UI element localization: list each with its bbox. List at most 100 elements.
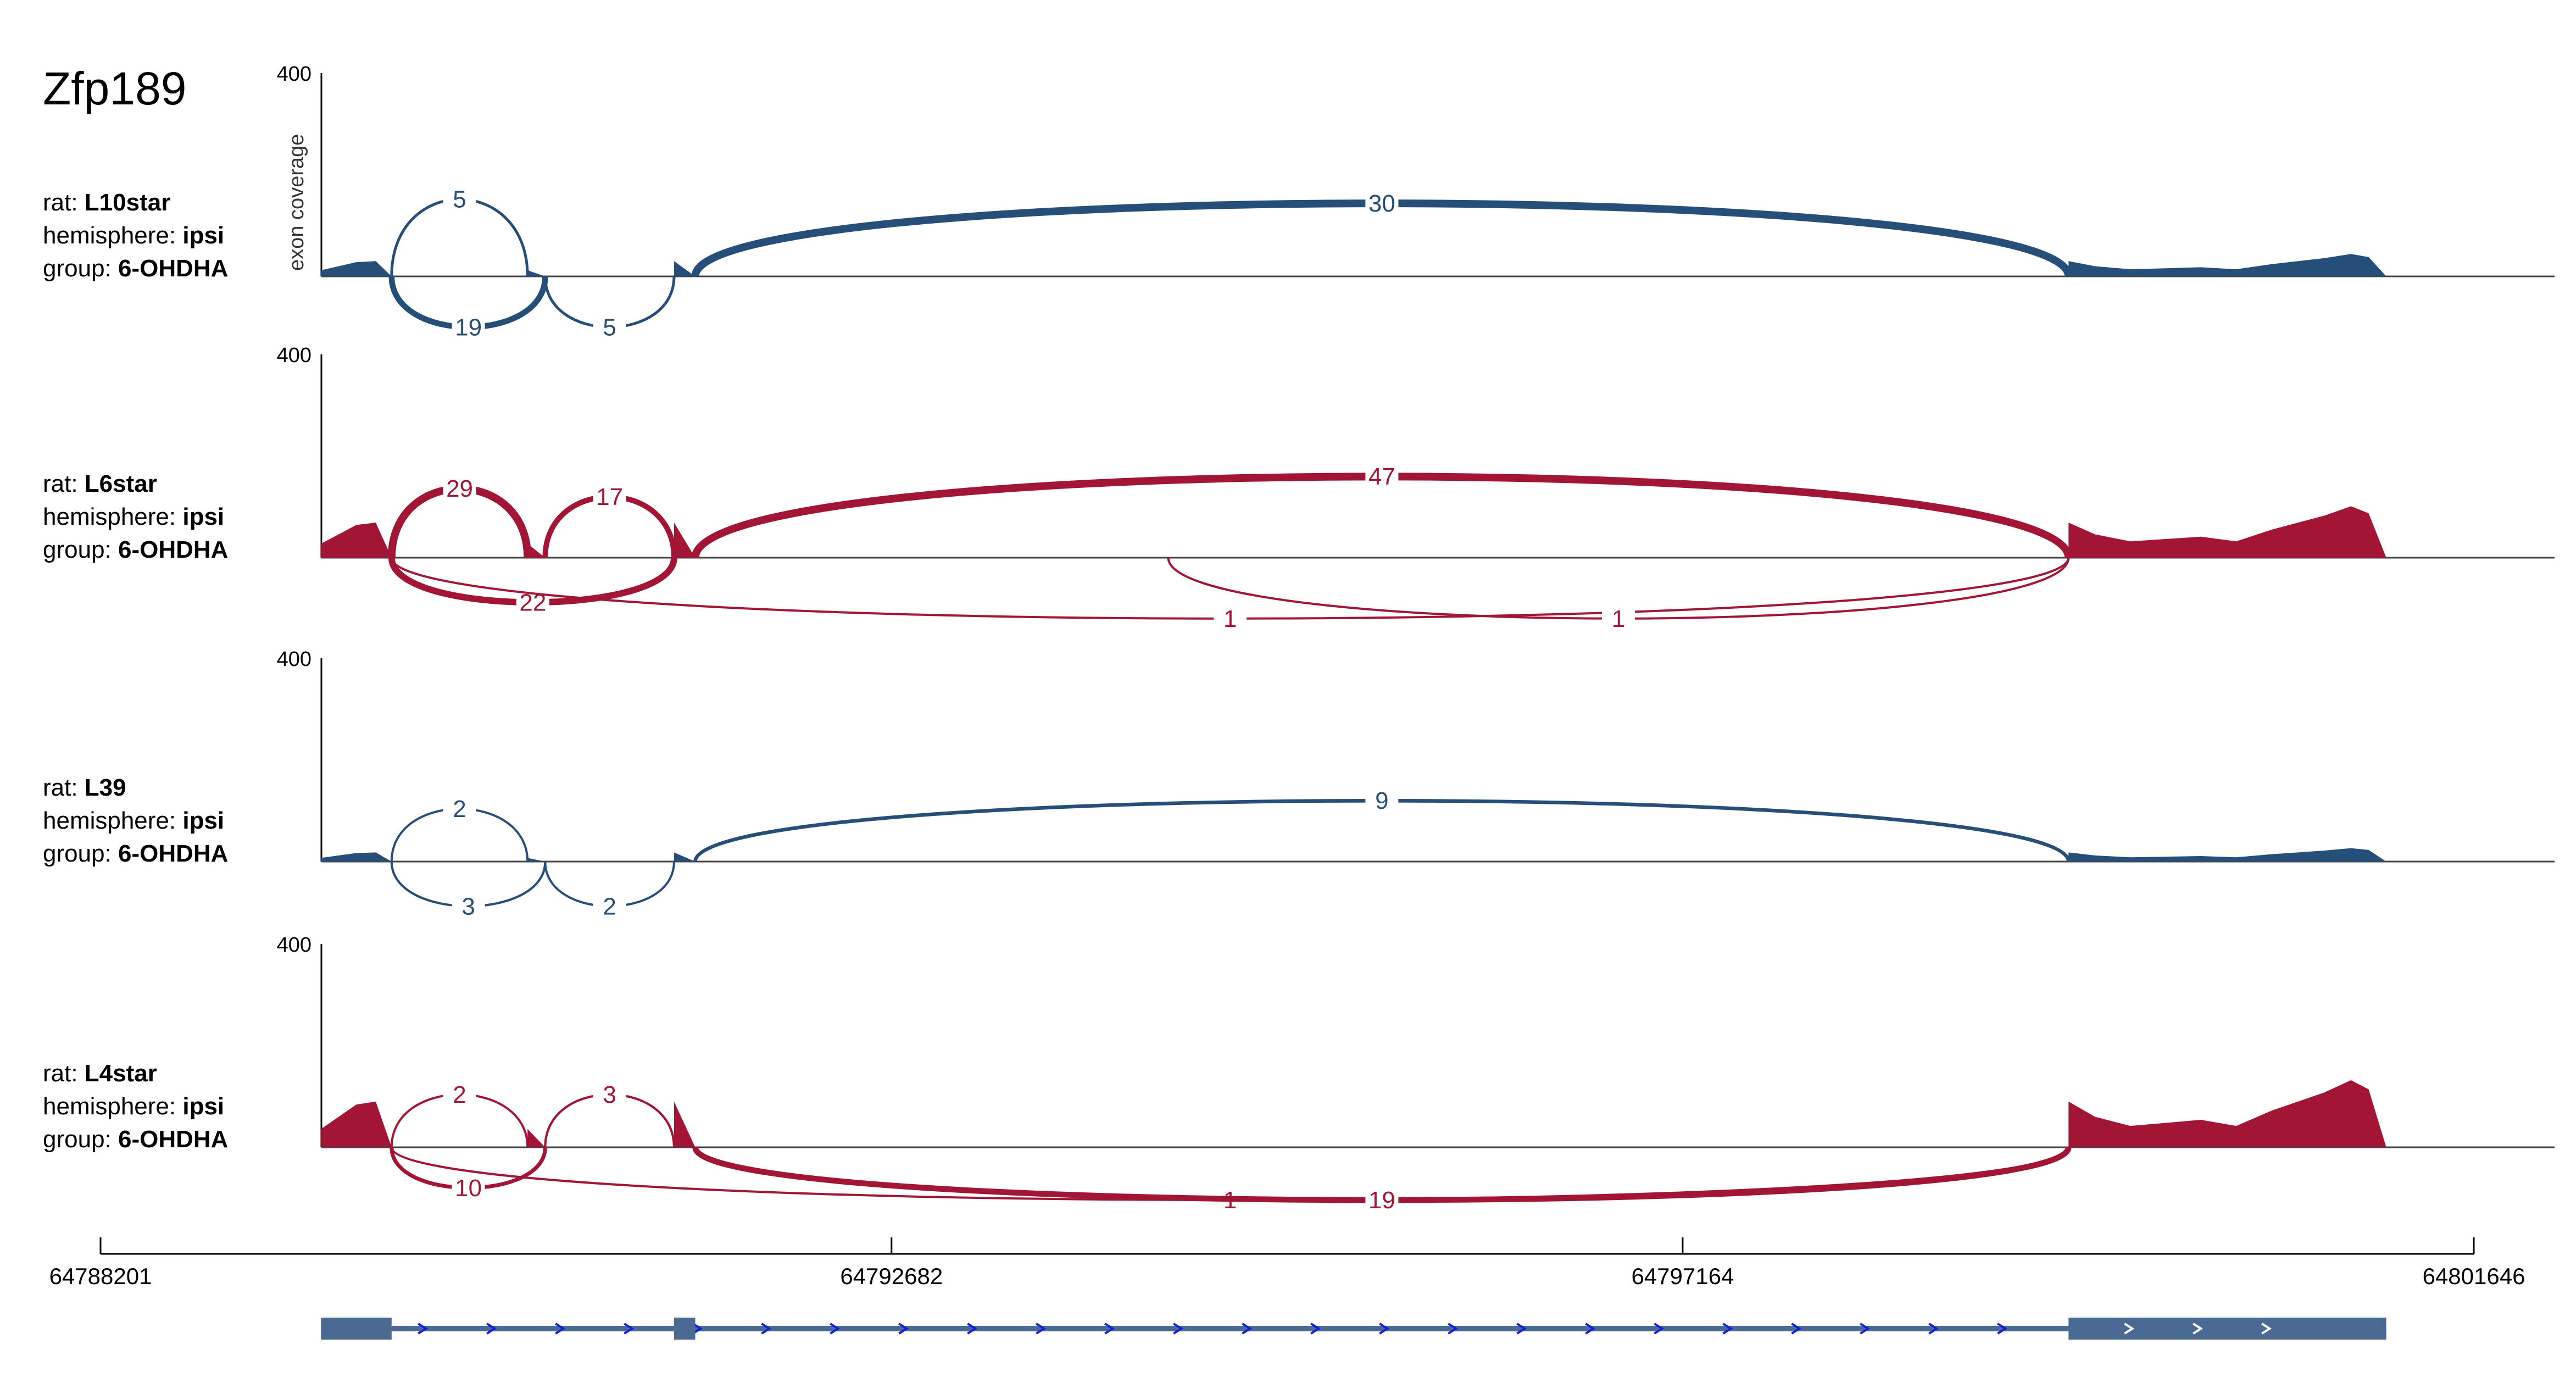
junction-label-bg [593,1081,626,1108]
sample-panel: 400 exon coverage rat: L10star hemisphere: … [43,63,2555,341]
gene-exon [2068,1318,2386,1340]
sample-label-rat: rat: L10star [43,189,170,216]
strand-arrow-icon [967,1323,978,1335]
x-tick-label: 64792682 [840,1263,943,1289]
junction-count-label: 29 [446,475,473,502]
coverage-area [674,1101,696,1147]
sample-label-rat: rat: L4star [43,1060,157,1087]
junction-label-bg [1365,1187,1399,1214]
strand-arrow-icon [1516,1323,1527,1335]
sample-panel: 400 rat: L6star hemisphere: ipsi group: 6-O… [43,344,2555,632]
coverage-area [674,261,696,276]
junction-count-label: 19 [1368,1187,1395,1214]
junction-count-label: 2 [603,893,616,920]
sample-panels: 400 exon coverage rat: L10star hemisphere: … [43,63,2555,1214]
junction-count-label: 3 [461,893,475,920]
junction-label-bg [443,475,476,502]
y-tick-label: 400 [277,648,311,671]
junction-count-label: 47 [1368,463,1395,490]
strand-arrow-icon [2124,1323,2134,1335]
sample-label-group: group: 6-OHDHA [43,255,228,282]
junction-count-label: 10 [455,1175,482,1202]
coverage-area [2068,1080,2386,1147]
junction-count-label: 17 [596,484,623,510]
strand-arrow-icon [1722,1323,1733,1335]
coverage-area [674,523,696,558]
coverage-area [321,261,392,276]
coverage-area [674,852,696,862]
coverage-area [2068,506,2386,558]
strand-arrow-icon [1997,1323,2008,1335]
x-tick-label: 64797164 [1631,1263,1734,1289]
strand-arrow-icon [1173,1323,1184,1335]
sample-label-group: group: 6-OHDHA [43,536,228,563]
strand-arrow-icon [1860,1323,1871,1335]
strand-arrow-icon [418,1323,429,1335]
strand-arrow-icon [761,1323,772,1335]
junction-label-bg [1365,787,1399,814]
junction-count-label: 1 [1612,606,1625,632]
x-tick-label: 64801646 [2423,1263,2525,1289]
x-axis: 64788201 64792682 64797164 64801646 [49,1237,2525,1289]
y-axis-label: exon coverage [285,134,308,271]
junction-label-bg [452,893,485,920]
strand-arrow-icon [898,1323,909,1335]
sample-label-hemisphere: hemisphere: ipsi [43,503,224,530]
junction-label-bg [1365,190,1399,216]
gene-exon [674,1318,696,1340]
sample-label-hemisphere: hemisphere: ipsi [43,1093,224,1120]
strand-arrow-icon [1654,1323,1665,1335]
junction-count-label: 30 [1368,190,1395,217]
sample-label-hemisphere: hemisphere: ipsi [43,222,224,249]
sample-label-group: group: 6-OHDHA [43,840,228,867]
y-tick-label: 400 [277,63,311,86]
junction-label-bg [452,314,485,341]
coverage-area [321,523,392,558]
sample-label-rat: rat: L39 [43,774,126,801]
coverage-area [2068,848,2386,862]
strand-arrow-icon [830,1323,841,1335]
sample-label-rat: rat: L6star [43,470,157,497]
strand-arrow-icon [486,1323,497,1335]
junction-count-label: 19 [455,314,482,341]
junction-label-bg [1214,606,1247,632]
sample-label-hemisphere: hemisphere: ipsi [43,807,224,834]
junction-count-label: 3 [603,1081,616,1108]
junction-label-bg [593,893,626,920]
strand-arrow-icon [555,1323,566,1335]
strand-arrow-icon [1379,1323,1390,1335]
junction-label-bg [1601,606,1635,632]
strand-arrow-icon [1791,1323,1802,1335]
coverage-area [2068,254,2386,276]
coverage-area [527,1129,546,1147]
strand-arrow-icon [1585,1323,1596,1335]
gene-model-track [321,1318,2386,1340]
gene-title: Zfp189 [43,63,187,114]
junction-label-bg [1365,463,1399,490]
junction-label-bg [593,484,626,510]
junction-count-label: 5 [603,314,616,341]
strand-arrow-icon [1036,1323,1047,1335]
junction-count-label: 2 [453,1081,466,1108]
junction-count-label: 5 [453,186,466,213]
junction-label-bg [593,314,626,341]
strand-arrow-icon [1310,1323,1321,1335]
junction-label-bg [452,1175,485,1201]
coverage-area [321,852,392,862]
strand-arrow-icon [1928,1323,1939,1335]
sample-panel: 400 rat: L4star hemisphere: ipsi group: 6-O… [43,934,2555,1214]
y-tick-label: 400 [277,344,311,367]
strand-arrow-icon [2261,1323,2272,1335]
sample-panel: 400 rat: L39 hemisphere: ipsi group: 6-OHDH… [43,648,2555,920]
sample-label-group: group: 6-OHDHA [43,1126,228,1153]
strand-arrow-icon [2193,1323,2203,1335]
coverage-area [527,270,546,276]
strand-arrow-icon [624,1323,635,1335]
junction-label-bg [443,795,476,822]
junction-label-bg [443,186,476,213]
gene-exon [321,1318,392,1340]
strand-arrow-icon [1104,1323,1115,1335]
y-tick-label: 400 [277,934,311,957]
strand-arrow-icon [692,1323,703,1335]
